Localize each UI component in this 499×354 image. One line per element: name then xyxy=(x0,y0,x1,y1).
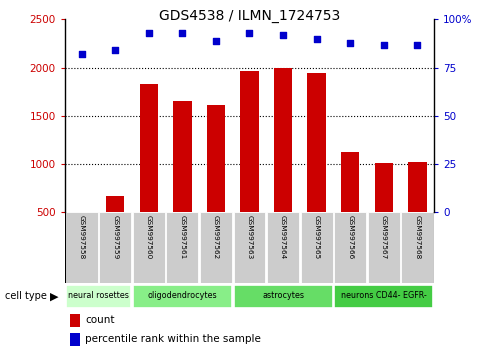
Text: GSM997566: GSM997566 xyxy=(347,215,353,259)
Text: GDS4538 / ILMN_1724753: GDS4538 / ILMN_1724753 xyxy=(159,9,340,23)
Bar xyxy=(166,212,198,283)
Text: GSM997568: GSM997568 xyxy=(414,215,420,259)
Bar xyxy=(66,285,131,308)
Bar xyxy=(70,314,80,327)
Bar xyxy=(106,196,124,212)
Bar xyxy=(140,84,158,212)
Bar xyxy=(267,212,299,283)
Point xyxy=(212,38,220,44)
Text: GSM997567: GSM997567 xyxy=(381,215,387,259)
Text: oligodendrocytes: oligodendrocytes xyxy=(148,291,217,301)
Text: GSM997561: GSM997561 xyxy=(179,215,185,259)
Text: neurons CD44- EGFR-: neurons CD44- EGFR- xyxy=(341,291,427,301)
Bar xyxy=(375,163,393,212)
Point xyxy=(279,32,287,38)
Bar xyxy=(99,212,131,283)
Text: GSM997565: GSM997565 xyxy=(314,215,320,259)
Bar xyxy=(234,285,332,308)
Bar xyxy=(173,101,192,212)
Point xyxy=(178,30,186,36)
Bar xyxy=(133,212,165,283)
Point xyxy=(346,40,354,45)
Bar xyxy=(334,212,366,283)
Bar xyxy=(334,285,433,308)
Text: GSM997559: GSM997559 xyxy=(112,215,118,259)
Text: GSM997564: GSM997564 xyxy=(280,215,286,259)
Bar xyxy=(66,212,98,283)
Point xyxy=(246,30,253,36)
Bar xyxy=(207,105,225,212)
Text: percentile rank within the sample: percentile rank within the sample xyxy=(85,334,261,344)
Bar xyxy=(133,285,232,308)
Point xyxy=(111,47,119,53)
Text: astrocytes: astrocytes xyxy=(262,291,304,301)
Point xyxy=(313,36,321,41)
Bar xyxy=(408,162,427,212)
Text: cell type: cell type xyxy=(5,291,47,302)
Text: count: count xyxy=(85,315,115,325)
Point xyxy=(413,42,421,47)
Text: ▶: ▶ xyxy=(50,291,58,302)
Bar xyxy=(70,332,80,346)
Bar xyxy=(234,212,265,283)
Bar xyxy=(301,212,332,283)
Text: GSM997560: GSM997560 xyxy=(146,215,152,259)
Text: neural rosettes: neural rosettes xyxy=(68,291,129,301)
Bar xyxy=(368,212,400,283)
Bar xyxy=(401,212,433,283)
Text: GSM997558: GSM997558 xyxy=(79,215,85,259)
Point xyxy=(78,51,86,57)
Text: GSM997563: GSM997563 xyxy=(247,215,252,259)
Text: GSM997562: GSM997562 xyxy=(213,215,219,259)
Bar xyxy=(200,212,232,283)
Bar xyxy=(240,70,258,212)
Bar xyxy=(274,68,292,212)
Point xyxy=(380,42,388,47)
Point xyxy=(145,30,153,36)
Bar xyxy=(341,152,359,212)
Bar xyxy=(307,74,326,212)
